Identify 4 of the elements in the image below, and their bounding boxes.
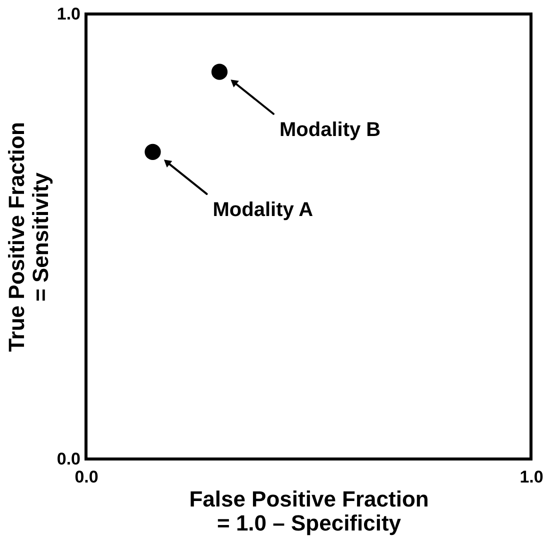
y-axis-title: True Positive Fraction = Sensitivity — [4, 122, 53, 352]
annotation: Modality B — [280, 118, 381, 141]
annotation: Modality A — [212, 198, 314, 221]
x-axis-title: False Positive Fraction = 1.0 – Specificity — [189, 486, 429, 536]
